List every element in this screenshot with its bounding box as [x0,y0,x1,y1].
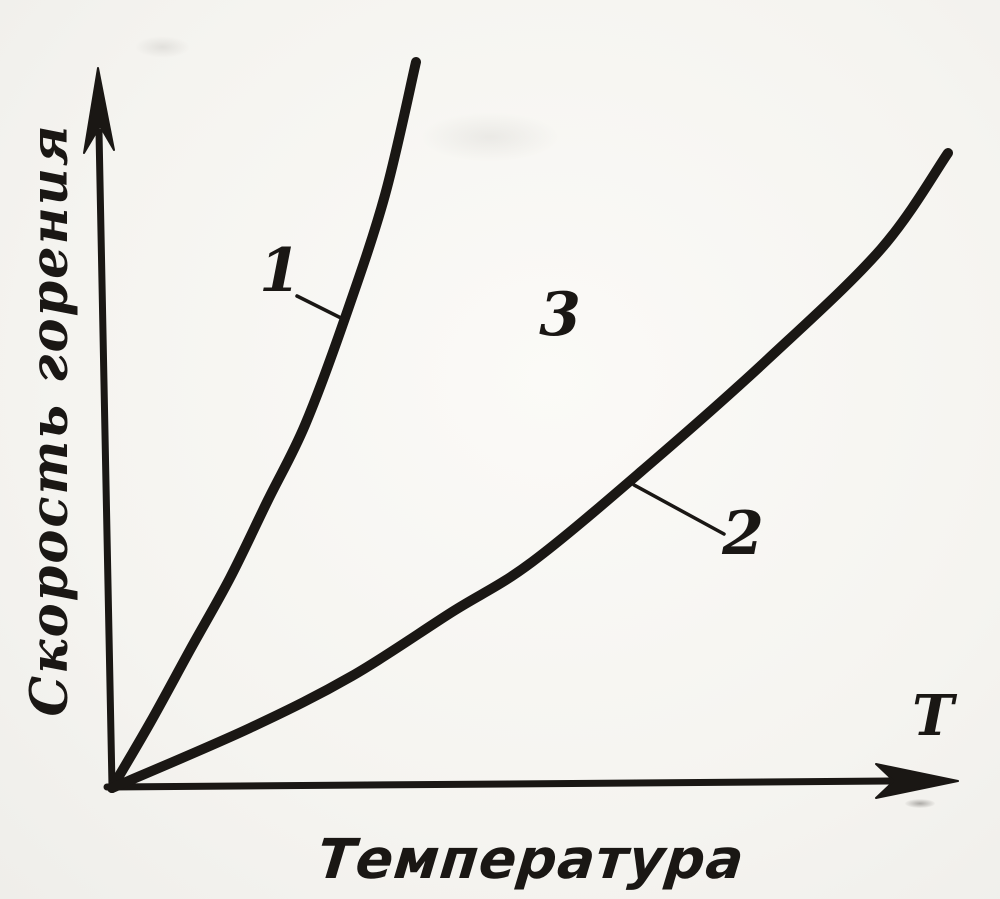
region-3-label: 3 [539,280,581,350]
y-axis-label: Скорость горения [20,123,80,717]
curve-1-label: 1 [259,236,301,306]
y-axis-line [95,128,116,790]
y-axis-arrowhead-icon [83,67,115,154]
curve-1 [107,57,421,793]
x-axis-symbol-label: Т [912,683,954,749]
curve-2-label: 2 [722,499,764,569]
x-axis-arrowhead-icon [875,763,959,799]
x-axis-line [103,777,902,791]
curve-2-leader-line [632,483,726,536]
curve-1-leader-line [295,294,349,323]
curve-2 [107,148,953,793]
x-axis-label: Температура [314,827,748,891]
